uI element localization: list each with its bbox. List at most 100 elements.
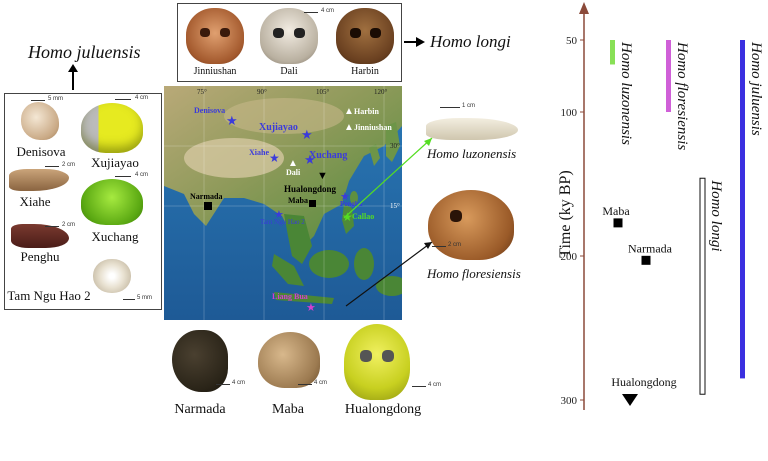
timeline-marker-maba	[613, 218, 623, 228]
label-denisova: Denisova	[16, 144, 66, 159]
jinniushan-skull-image	[186, 8, 244, 64]
tam-ngu-hao-2-scale: 5 mm	[137, 295, 152, 301]
label-homo-floresiensis: Homo floresiensis	[427, 266, 521, 281]
timeline-marker-hualongdong	[622, 394, 638, 406]
label-homo-longi-top: Homo longi	[430, 32, 511, 51]
timeline-bar-homo-longi	[699, 177, 706, 395]
label-penghu: Penghu	[20, 249, 60, 264]
label-jinniushan: Jinniushan	[193, 66, 237, 77]
map-label-dali: Dali	[286, 168, 301, 177]
timeline-marker-label-narmada: Narmada	[628, 241, 673, 255]
xiahe-star-icon: ★	[269, 151, 280, 165]
homo-luzonensis-fossil-image	[426, 118, 518, 140]
timeline-marker-label-maba: Maba	[602, 204, 630, 218]
map-label-hualongdong: Hualongdong	[284, 184, 337, 194]
map-label-harbin: Harbin	[354, 107, 379, 116]
label-homo-luzonensis: Homo luzonensis	[427, 146, 517, 161]
map-connector-arrows	[343, 137, 433, 307]
penghu-scale: 2 cm	[62, 222, 76, 228]
timeline-tick-label-50: 50	[566, 35, 578, 47]
penghu-star-icon: ★	[340, 191, 350, 203]
map-label-jinniushan: Jinniushan	[354, 123, 392, 132]
lon-tick-120: 120°	[374, 88, 388, 96]
xiahe-fossil-image	[9, 169, 69, 191]
map-label-penghu: Penghu	[340, 200, 363, 208]
liang-bua-star-icon: ★	[306, 302, 316, 314]
lon-tick-75: 75°	[197, 88, 207, 96]
left-fossil-panel: 5 mm Denisova 4 cm Xujiayao 2 cm Xiahe 4…	[4, 93, 162, 310]
denisova-star-icon: ★	[226, 113, 238, 128]
jinniushan-triangle-icon: ▲	[344, 122, 354, 133]
label-tam-ngu-hao-2: Tam Ngu Hao 2	[7, 288, 91, 303]
xuchang-fossil-image	[81, 179, 143, 225]
timeline-axis-label: Time (ky BP)	[557, 170, 574, 258]
top-fossil-panel: 4 cm Jinniushan Dali Harbin	[177, 3, 402, 82]
map-label-liang-bua: Liang Bua	[272, 292, 308, 301]
top-scale: 4 cm	[321, 8, 335, 14]
tam-ngu-hao-star-icon: ★	[274, 209, 284, 221]
lat-tick-30: 30°	[390, 142, 400, 150]
label-xiahe: Xiahe	[19, 194, 51, 209]
hualongdong-triangle-icon: ▼	[317, 170, 328, 182]
xuchang-scale: 4 cm	[135, 172, 149, 178]
narmada-square-icon	[204, 202, 212, 210]
timeline-bar-homo-juluensis	[740, 40, 745, 379]
tam-ngu-hao-2-fossil-image	[93, 259, 131, 293]
lon-tick-90: 90°	[257, 88, 267, 96]
maba-square-icon	[309, 200, 316, 207]
dali-triangle-icon: ▲	[288, 158, 298, 169]
xujiayao-star-icon: ★	[301, 127, 313, 142]
timeline-chart: 50 100 200 300 Homo luzonensis Homo floresie…	[561, 2, 764, 410]
hualongdong-skull-image	[344, 324, 410, 400]
timeline-marker-label-hualongdong: Hualongdong	[611, 375, 676, 389]
timeline-tick-label-300: 300	[561, 395, 578, 407]
lon-tick-105: 105°	[316, 88, 330, 96]
harbin-triangle-icon: ▲	[344, 106, 354, 117]
label-homo-juluensis-top: Homo juluensis	[28, 42, 141, 62]
timeline-bar-label-homo-floresiensis: Homo floresiensis	[674, 41, 690, 150]
maba-skull-image	[258, 332, 320, 388]
timeline-bar-label-homo-luzonensis: Homo luzonensis	[618, 41, 634, 145]
arrow-right-icon	[404, 37, 425, 47]
timeline-tick-label-200: 200	[561, 251, 578, 263]
xujiayao-scale: 4 cm	[135, 95, 149, 101]
label-hualongdong-bottom: Hualongdong	[344, 402, 422, 417]
xuchang-star-icon: ★	[304, 152, 316, 167]
denisova-fossil-image	[21, 102, 59, 140]
label-xujiayao: Xujiayao	[91, 155, 139, 170]
homo-floresiensis-skull-image	[428, 190, 514, 260]
label-dali: Dali	[280, 66, 298, 77]
label-maba-bottom: Maba	[272, 402, 304, 417]
xiahe-scale: 2 cm	[62, 162, 76, 168]
maba-scale: 4 cm	[314, 380, 328, 386]
map-label-xiahe: Xiahe	[249, 148, 269, 157]
map-label-callao: Callao	[352, 212, 375, 221]
asia-map: 75° 90° 105° 120° 30° 15° ★ Denisova ★ X…	[164, 86, 402, 320]
timeline-bar-homo-luzonensis	[610, 40, 615, 65]
narmada-skull-image	[172, 330, 228, 392]
timeline-tick-label-100: 100	[561, 107, 578, 119]
map-label-maba: Maba	[288, 196, 308, 205]
map-label-narmada: Narmada	[190, 192, 223, 201]
label-narmada-bottom: Narmada	[174, 402, 226, 417]
label-harbin: Harbin	[351, 66, 379, 77]
denisova-scale: 5 mm	[48, 96, 63, 102]
hualongdong-scale: 4 cm	[428, 382, 442, 388]
map-label-denisova: Denisova	[194, 106, 226, 115]
flores-scale: 2 cm	[448, 242, 462, 248]
callao-star-icon: ★	[342, 210, 353, 224]
timeline-bar-homo-floresiensis	[666, 40, 671, 112]
timeline-bar-label-homo-longi: Homo longi	[708, 179, 724, 251]
xujiayao-fossil-image	[81, 103, 143, 153]
label-xuchang: Xuchang	[91, 229, 139, 244]
map-label-xuchang: Xuchang	[309, 150, 348, 161]
lat-tick-15: 15°	[390, 202, 400, 210]
timeline-marker-narmada	[641, 255, 651, 265]
arrow-up-icon	[68, 64, 78, 90]
timeline-axis-arrowhead-icon	[579, 2, 589, 14]
map-label-xujiayao: Xujiayao	[259, 122, 298, 133]
luzon-scale: 1 cm	[462, 103, 476, 109]
map-label-tam-ngu-hao-2: Tam Ngu Hao 2	[260, 218, 305, 226]
narmada-scale: 4 cm	[232, 380, 246, 386]
dali-skull-image	[260, 8, 318, 64]
